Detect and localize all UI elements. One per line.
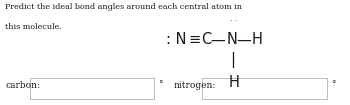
Text: H: H (252, 32, 262, 47)
Text: °: ° (158, 81, 163, 90)
Bar (30, 78, 154, 99)
Text: carbon:: carbon: (5, 81, 40, 90)
Text: —: — (236, 32, 251, 47)
Text: |: | (230, 52, 235, 68)
Text: C: C (201, 32, 211, 47)
Text: · ·: · · (230, 17, 237, 26)
Text: N: N (226, 32, 237, 47)
Text: °: ° (331, 81, 335, 90)
Text: : N: : N (166, 32, 187, 47)
Text: ≡: ≡ (188, 32, 200, 47)
Text: H: H (229, 75, 240, 90)
Text: nitrogen:: nitrogen: (173, 81, 216, 90)
Text: Predict the ideal bond angles around each central atom in: Predict the ideal bond angles around eac… (5, 3, 242, 11)
Bar (202, 78, 327, 99)
Text: —: — (211, 32, 225, 47)
Text: this molecule.: this molecule. (5, 23, 62, 31)
